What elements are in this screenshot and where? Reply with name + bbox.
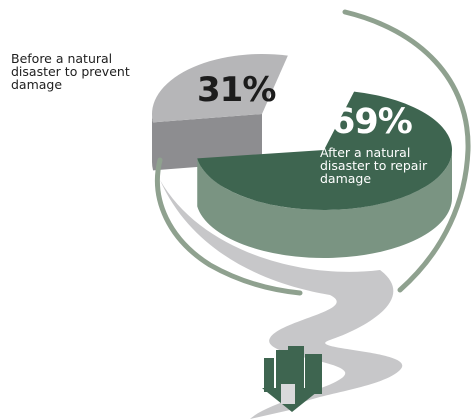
tornado-funnel bbox=[160, 180, 403, 419]
pie-slice-before-top bbox=[152, 54, 288, 123]
slice-percent-after: 69% bbox=[331, 102, 413, 142]
pie-slice-after-top bbox=[197, 91, 453, 210]
pie-slice-after-side bbox=[197, 150, 452, 259]
slice-label-after: After a natural disaster to repair damag… bbox=[320, 145, 428, 186]
slice-percent-before: 31% bbox=[197, 70, 276, 110]
pie-slice-after bbox=[197, 91, 453, 259]
swirl-rings bbox=[154, 9, 471, 296]
slice-label-before: Before a natural disaster to prevent dam… bbox=[11, 51, 130, 92]
city-buildings-heart-icon bbox=[262, 346, 322, 412]
